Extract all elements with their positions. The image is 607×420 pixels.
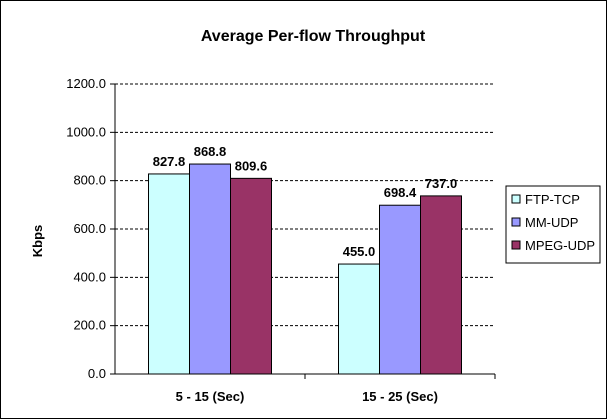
y-tick-label: 1000.0 [66, 124, 106, 139]
data-label: 698.4 [384, 185, 417, 200]
legend-swatch [511, 194, 521, 204]
data-label: 455.0 [343, 244, 376, 259]
data-label: 737.0 [425, 176, 458, 191]
bar-mpeg-udp [420, 195, 462, 375]
y-tick-label: 200.0 [73, 318, 106, 333]
legend: FTP-TCP MM-UDP MPEG-UDP [505, 185, 601, 264]
legend-swatch [511, 217, 521, 227]
data-labels: 827.8 868.8 809.6 455.0 698.4 737.0 [153, 144, 458, 259]
data-label: 827.8 [153, 154, 186, 169]
y-tick-label: 400.0 [73, 269, 106, 284]
y-axis-title: Kbps [30, 225, 45, 258]
bar-mm-udp [379, 204, 421, 375]
y-tick-label: 1200.0 [66, 76, 106, 91]
bar-mpeg-udp [230, 177, 272, 375]
y-tick-label: 0.0 [88, 366, 106, 381]
bar-ftp-tcp [338, 263, 380, 375]
legend-box [505, 185, 601, 264]
y-tick-label: 600.0 [73, 221, 106, 236]
chart-title: Average Per-flow Throughput [201, 28, 426, 45]
data-label: 868.8 [194, 144, 227, 159]
bar-mm-udp [189, 163, 231, 375]
legend-label: MM-UDP [525, 215, 578, 230]
x-category-label: 5 - 15 (Sec) [176, 389, 245, 404]
bar-ftp-tcp [148, 173, 190, 375]
x-category-label: 15 - 25 (Sec) [362, 389, 438, 404]
legend-swatch [511, 240, 521, 250]
legend-label: FTP-TCP [525, 192, 580, 207]
data-label: 809.6 [235, 158, 268, 173]
legend-label: MPEG-UDP [525, 238, 595, 253]
y-tick-label: 800.0 [73, 173, 106, 188]
axes: 0.0 200.0 400.0 600.0 800.0 1000.0 1200.0 5 - 1… [66, 76, 496, 404]
